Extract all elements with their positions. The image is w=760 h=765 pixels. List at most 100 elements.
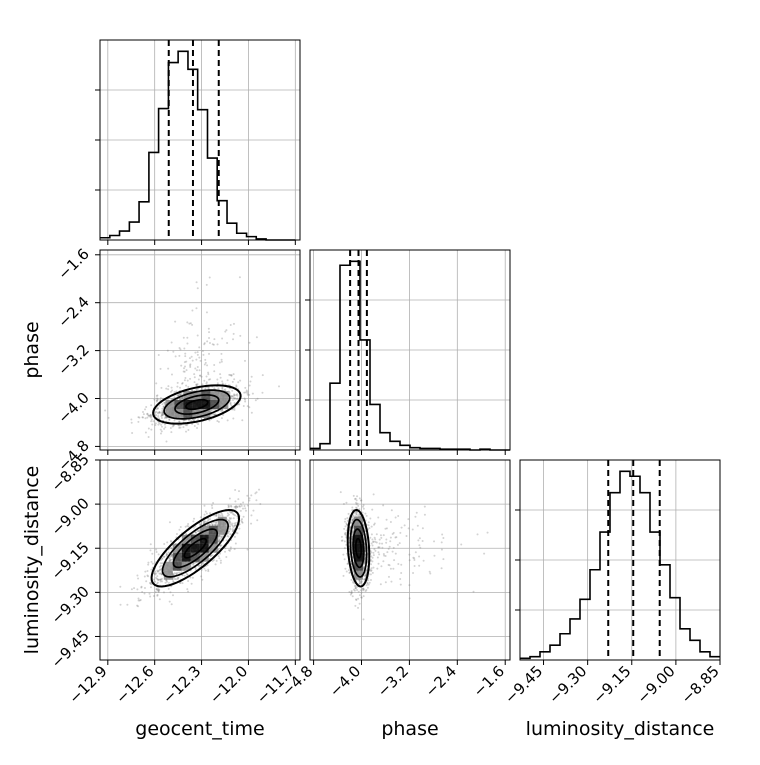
scatter-point <box>233 525 236 528</box>
scatter-point <box>146 413 149 416</box>
scatter-point <box>169 559 172 562</box>
scatter-point <box>157 415 160 418</box>
scatter-point <box>159 396 162 399</box>
scatter-point <box>221 408 224 411</box>
scatter-point <box>380 536 383 539</box>
scatter-point <box>229 533 232 536</box>
scatter-point <box>184 525 187 528</box>
scatter-point <box>155 588 158 591</box>
scatter-point <box>193 425 196 428</box>
scatter-point <box>391 533 394 536</box>
scatter-point <box>161 403 164 406</box>
scatter-point <box>377 546 380 549</box>
scatter-point <box>233 393 236 396</box>
scatter-point <box>176 394 179 397</box>
scatter-point <box>230 510 233 513</box>
scatter-point <box>159 432 162 435</box>
scatter-point <box>254 492 257 495</box>
scatter-point <box>209 378 212 381</box>
scatter-point <box>176 381 179 384</box>
scatter-point <box>407 518 410 521</box>
x-tick-label-geocent_time: −12.9 <box>65 662 110 707</box>
scatter-point <box>234 523 237 526</box>
y-tick-label-luminosity_distance: −9.45 <box>48 627 93 672</box>
scatter-point <box>179 393 182 396</box>
scatter-point <box>162 405 165 408</box>
contour-2 <box>163 389 231 420</box>
scatter-point <box>369 573 372 576</box>
scatter-point <box>191 563 194 566</box>
x-tick-label-geocent_time: −12.6 <box>112 662 157 707</box>
scatter-point <box>187 579 190 582</box>
scatter-point <box>206 564 209 567</box>
scatter-point <box>187 385 190 388</box>
density-cell <box>172 561 182 571</box>
scatter-point <box>399 531 402 534</box>
scatter-point <box>160 414 163 417</box>
scatter-point <box>360 581 363 584</box>
scatter-point <box>158 422 161 425</box>
scatter-point <box>193 376 196 379</box>
scatter-point <box>210 504 213 507</box>
scatter-point <box>233 524 236 527</box>
scatter-point <box>201 350 204 353</box>
scatter-point <box>181 574 184 577</box>
scatter-point <box>369 559 372 562</box>
scatter-point <box>259 502 262 505</box>
scatter-point <box>194 561 197 564</box>
scatter-point <box>126 603 129 606</box>
scatter-point <box>343 540 346 543</box>
scatter-point <box>168 521 171 524</box>
scatter-point <box>217 539 220 542</box>
scatter-point <box>228 510 231 513</box>
scatter-point <box>161 409 164 412</box>
scatter-point <box>159 580 162 583</box>
scatter-point <box>219 537 222 540</box>
scatter-point <box>231 512 234 515</box>
scatter-point <box>157 578 160 581</box>
scatter-point <box>218 557 221 560</box>
y-tick-label-luminosity_distance: −9.00 <box>48 494 93 539</box>
scatter-point <box>229 373 232 376</box>
scatter-point <box>178 424 181 427</box>
scatter-point <box>155 414 158 417</box>
scatter-point <box>261 374 264 377</box>
scatter-point <box>184 532 187 535</box>
panel-geocent_time-vs-luminosity_distance <box>119 488 262 608</box>
scatter-point <box>243 359 246 362</box>
scatter-point <box>250 514 253 517</box>
scatter-point <box>226 342 229 345</box>
scatter-point <box>362 507 365 510</box>
scatter-point <box>173 578 176 581</box>
scatter-point <box>351 531 354 534</box>
scatter-point <box>351 506 354 509</box>
scatter-point <box>394 552 397 555</box>
scatter-point <box>341 539 344 542</box>
scatter-point <box>246 548 249 551</box>
scatter-point <box>343 527 346 530</box>
scatter-point <box>160 423 163 426</box>
scatter-point <box>149 586 152 589</box>
scatter-point <box>167 582 170 585</box>
scatter-point <box>388 545 391 548</box>
scatter-point <box>232 373 235 376</box>
scatter-point <box>156 569 159 572</box>
scatter-point <box>203 379 206 382</box>
panel-frame-1-2 <box>309 459 511 661</box>
scatter-point <box>476 533 479 536</box>
scatter-point <box>130 418 133 421</box>
scatter-point <box>231 528 234 531</box>
scatter-point <box>165 553 168 556</box>
scatter-point <box>371 571 374 574</box>
scatter-point <box>177 394 180 397</box>
scatter-point <box>107 416 110 419</box>
scatter-point <box>407 527 410 530</box>
scatter-point <box>186 524 189 527</box>
scatter-point <box>389 536 392 539</box>
scatter-point <box>164 423 167 426</box>
scatter-point <box>218 538 221 541</box>
scatter-point <box>429 572 432 575</box>
scatter-point <box>355 503 358 506</box>
scatter-point <box>428 570 431 573</box>
scatter-point <box>198 530 201 533</box>
